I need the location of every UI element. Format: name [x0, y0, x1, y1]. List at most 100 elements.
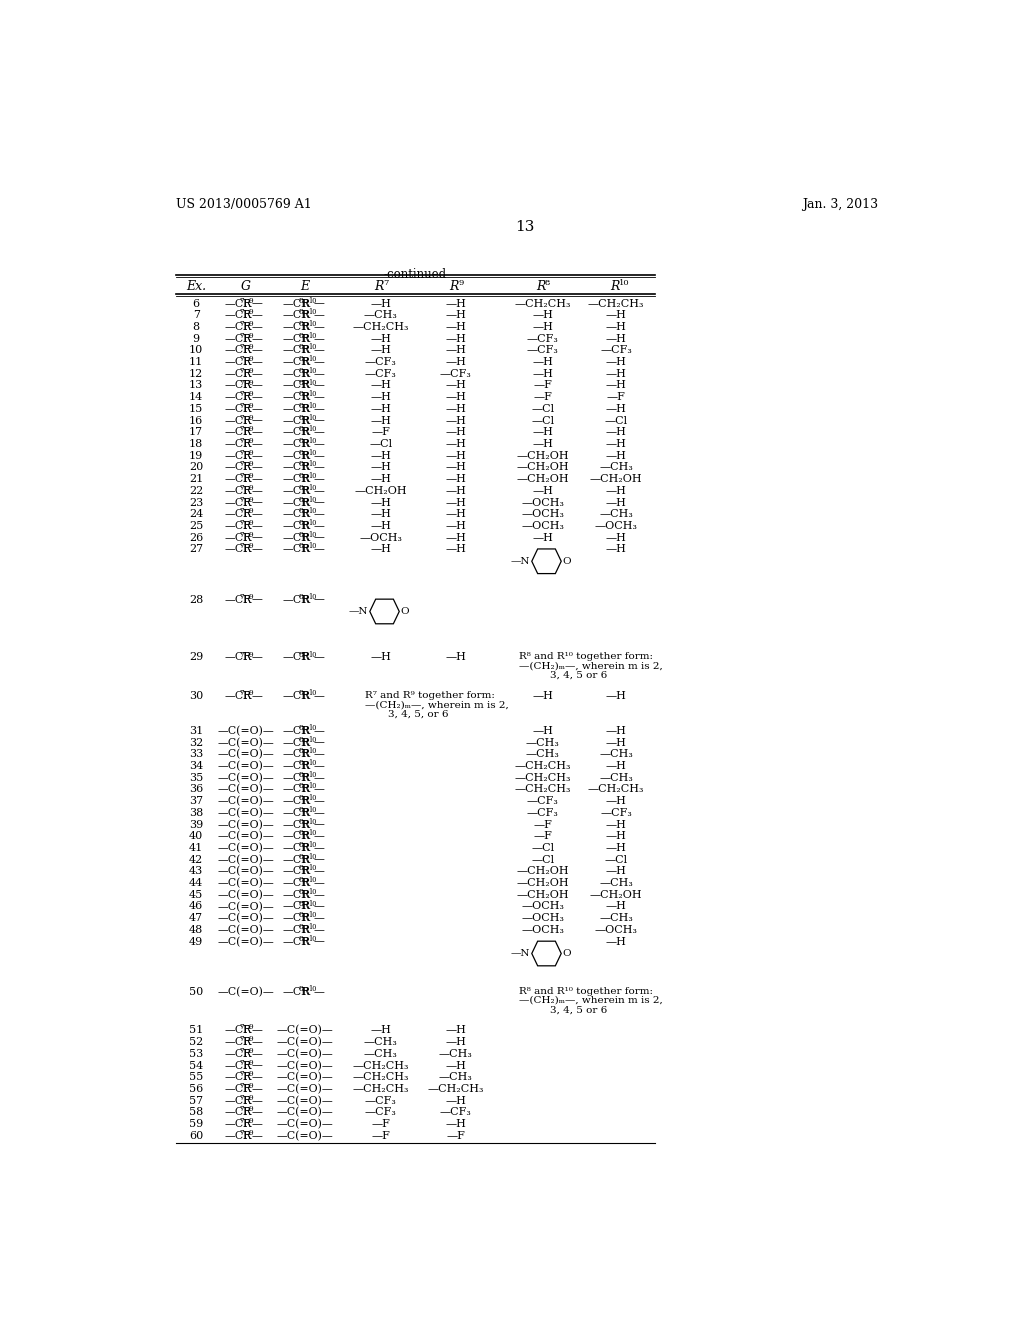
Text: 7: 7 [240, 391, 245, 399]
Text: —H: —H [445, 450, 466, 461]
Text: 8: 8 [299, 484, 303, 492]
Text: —CR: —CR [224, 486, 251, 496]
Text: —H: —H [445, 498, 466, 507]
Text: —CR: —CR [283, 925, 310, 935]
Text: —CR: —CR [283, 902, 310, 911]
Text: —: — [252, 1038, 263, 1047]
Text: —H: —H [606, 738, 627, 747]
Text: —CF₃: —CF₃ [365, 358, 396, 367]
Text: R: R [302, 380, 309, 391]
Text: R: R [243, 450, 251, 461]
Text: —F: —F [372, 428, 390, 437]
Text: 7: 7 [240, 403, 245, 411]
Text: —H: —H [606, 544, 627, 554]
Text: 9: 9 [249, 355, 254, 363]
Text: 9: 9 [249, 1059, 254, 1067]
Text: —CR: —CR [283, 532, 310, 543]
Text: 7: 7 [240, 1117, 245, 1125]
Text: 50: 50 [189, 987, 204, 997]
Text: 42: 42 [189, 854, 204, 865]
Text: —C(=O)—: —C(=O)— [217, 890, 274, 900]
Text: 10: 10 [308, 495, 316, 504]
Text: —Cl: —Cl [531, 854, 554, 865]
Text: —CH₂CH₃: —CH₂CH₃ [352, 1084, 409, 1094]
Text: —CH₂CH₃: —CH₂CH₃ [352, 322, 409, 331]
Text: 6: 6 [193, 298, 200, 309]
Text: —CR: —CR [224, 310, 251, 321]
Text: R: R [243, 462, 251, 473]
Text: —CH₂CH₃: —CH₂CH₃ [514, 772, 570, 783]
Text: —N: —N [511, 949, 530, 958]
Text: 39: 39 [189, 820, 204, 829]
Text: —H: —H [606, 498, 627, 507]
Text: —CR: —CR [283, 843, 310, 853]
Text: 10: 10 [308, 759, 316, 767]
Text: 9: 9 [249, 367, 254, 375]
Text: R: R [243, 416, 251, 425]
Text: 8: 8 [299, 689, 303, 697]
Text: 10: 10 [308, 473, 316, 480]
Text: 59: 59 [189, 1119, 204, 1129]
Text: —CR: —CR [283, 913, 310, 923]
Text: 8: 8 [299, 807, 303, 814]
Text: 8: 8 [299, 759, 303, 767]
Text: —H: —H [371, 510, 391, 519]
Text: 8: 8 [299, 531, 303, 539]
Text: —: — [252, 392, 263, 403]
Text: 10: 10 [308, 531, 316, 539]
Text: R: R [243, 510, 251, 519]
Text: 10: 10 [308, 841, 316, 849]
Text: 8: 8 [299, 865, 303, 873]
Text: 7: 7 [193, 310, 200, 321]
Text: 22: 22 [189, 486, 204, 496]
Text: —H: —H [445, 1096, 466, 1106]
Text: —H: —H [445, 440, 466, 449]
Text: —CR: —CR [224, 1072, 251, 1082]
Text: 7: 7 [240, 1129, 245, 1137]
Text: —CH₂OH: —CH₂OH [590, 474, 643, 484]
Text: 38: 38 [189, 808, 204, 818]
Text: —H: —H [606, 937, 627, 946]
Text: 7: 7 [240, 319, 245, 329]
Text: —: — [314, 692, 325, 701]
Text: R: R [302, 878, 309, 888]
Text: R: R [243, 322, 251, 331]
Text: —CR: —CR [283, 346, 310, 355]
Text: —Cl: —Cl [531, 404, 554, 414]
Text: 9: 9 [193, 334, 200, 343]
Text: 8: 8 [299, 461, 303, 469]
Text: —H: —H [445, 544, 466, 554]
Text: —H: —H [532, 440, 553, 449]
Text: —CH₃: —CH₃ [439, 1072, 473, 1082]
Text: 36: 36 [189, 784, 204, 795]
Text: 7: 7 [240, 1023, 245, 1031]
Text: R: R [302, 750, 309, 759]
Text: —(CH₂)ₘ—, wherein m is 2,: —(CH₂)ₘ—, wherein m is 2, [366, 701, 509, 709]
Text: 46: 46 [189, 902, 204, 911]
Text: —: — [314, 544, 325, 554]
Text: —: — [314, 322, 325, 331]
Text: Jan. 3, 2013: Jan. 3, 2013 [802, 198, 879, 211]
Text: —H: —H [606, 762, 627, 771]
Text: —C(=O)—: —C(=O)— [276, 1119, 333, 1130]
Text: US 2013/0005769 A1: US 2013/0005769 A1 [176, 198, 311, 211]
Text: 9: 9 [249, 425, 254, 433]
Text: —: — [252, 368, 263, 379]
Text: R: R [302, 404, 309, 414]
Text: —H: —H [371, 334, 391, 343]
Text: —F: —F [446, 1131, 465, 1140]
Text: —: — [314, 428, 325, 437]
Text: R: R [302, 368, 309, 379]
Text: —CR: —CR [224, 532, 251, 543]
Text: 8: 8 [299, 379, 303, 387]
Text: —: — [314, 652, 325, 663]
Text: R: R [243, 1049, 251, 1059]
Text: —H: —H [445, 510, 466, 519]
Text: R: R [302, 925, 309, 935]
Text: 40: 40 [189, 832, 204, 841]
Text: —: — [314, 334, 325, 343]
Text: —F: —F [372, 1119, 390, 1129]
Text: R: R [243, 1107, 251, 1117]
Text: —: — [314, 532, 325, 543]
Text: 8: 8 [299, 876, 303, 884]
